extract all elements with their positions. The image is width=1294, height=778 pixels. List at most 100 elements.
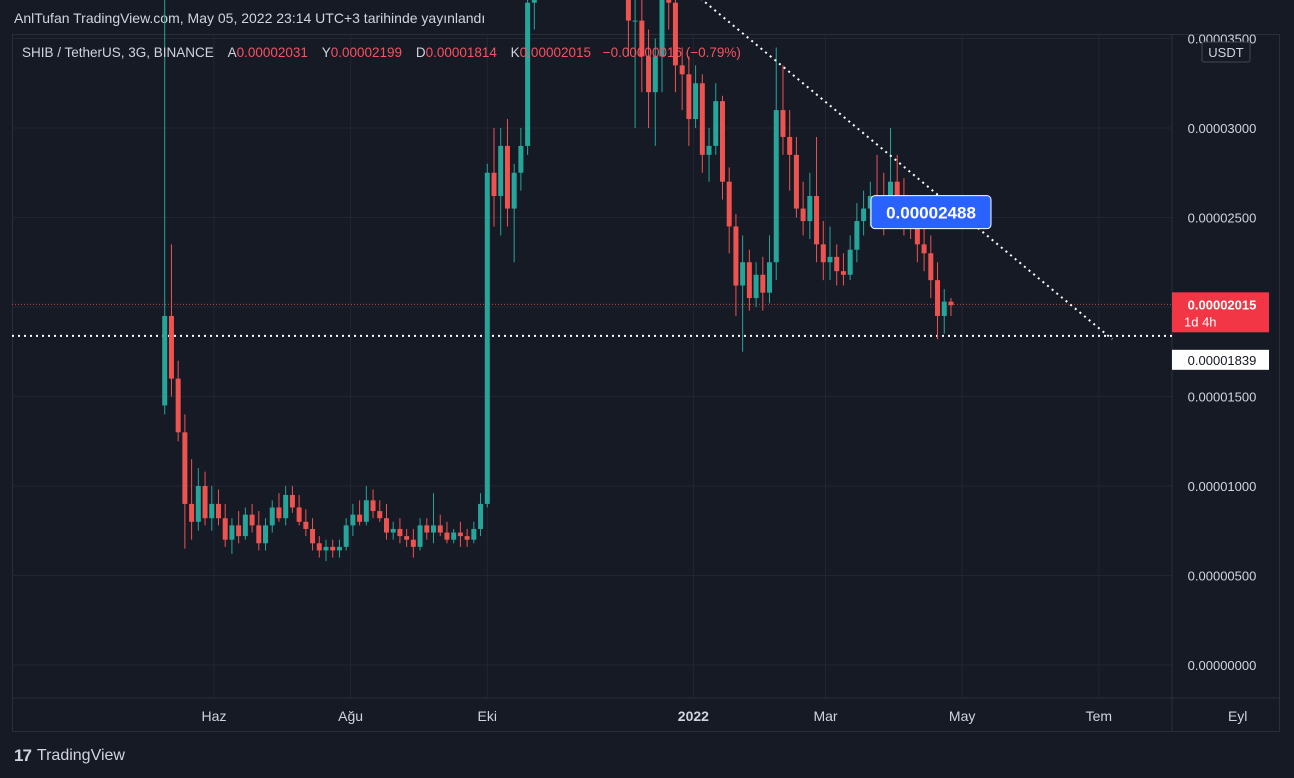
callout-value: 0.00002488 [886,204,976,223]
candle [773,47,779,281]
candle-body [793,154,799,209]
candle [215,489,221,526]
support-price-tag [1172,349,1269,370]
candle [706,128,712,182]
candle-body [491,172,497,197]
grid-lines [12,34,1172,698]
candle [699,74,705,173]
candle-body [471,528,477,540]
candle-body [948,301,954,306]
candle-body [303,521,309,529]
candle [256,511,262,551]
candle [834,244,840,286]
candle [666,0,672,30]
candle [525,0,531,155]
currency-badge-label: USDT [1208,45,1243,60]
candle [437,514,443,537]
low-label: D [415,45,426,60]
time-tick-label: Ağu [338,708,363,724]
candle-body [733,226,739,286]
candle-body [383,518,389,533]
chart-pane[interactable] [12,34,1280,732]
candle [672,0,678,93]
trendline-drawing: 0.00002488 [613,0,1113,340]
candle-body [861,208,867,222]
candle-body [189,503,195,522]
candle [478,493,484,537]
candle-body [827,256,833,263]
candle [484,163,490,508]
candle-body [921,244,927,254]
descending-trendline[interactable] [613,0,1113,340]
axis-borders [12,34,1280,732]
candle-body [753,274,759,299]
candle [861,190,867,236]
low-value: 0.00001814 [425,45,497,60]
candle [168,244,174,397]
candle-body [726,181,732,227]
publish-header: AnlTufan TradingView.com, May 05, 2022 2… [14,10,486,26]
candle [740,235,746,352]
currency-badge[interactable] [1201,41,1251,63]
time-axis: HazAğuEki2022MarMayTemEylKa [202,708,1248,724]
candle [229,518,235,555]
candle [236,511,242,544]
price-labels: USDT 0.00002015 1d 4h 0.00001839 [1172,41,1269,370]
candle [471,521,477,544]
high-value: 0.00002199 [330,45,403,60]
candle [847,235,853,281]
candle-body [814,196,820,245]
time-tick-label: May [949,708,975,724]
close-value: 0.00002015 [519,45,591,60]
candle-body [800,208,806,222]
candle [404,528,410,547]
price-axis: 0.000070000.000065000.000060000.00005500… [1188,32,1257,674]
candle-body [249,514,255,526]
candle [928,235,934,299]
candle [719,95,725,200]
candle [357,500,363,526]
candle-body [195,486,201,522]
candle-body [760,274,766,293]
candle [827,226,833,281]
candle [713,83,719,155]
candle [202,471,208,526]
candle [431,493,437,544]
candle [498,128,504,236]
candle-body [363,500,369,522]
time-tick-label: 2022 [678,708,709,724]
candle [800,181,806,236]
candle [867,181,873,227]
candle-body [316,543,322,551]
candle-body [787,136,793,155]
candle [693,65,699,128]
tradingview-brand: TradingView [36,747,125,764]
candle-body [310,528,316,544]
candle-body [928,253,934,281]
tradingview-footer[interactable]: 17 TradingView [14,746,125,766]
candle [242,507,248,540]
candles [162,0,954,562]
candle-body [276,507,282,519]
candle [283,486,289,526]
candle-body [242,514,248,537]
candle-body [269,507,275,526]
tradingview-logo-icon: 17 [14,746,32,765]
callout-box[interactable] [870,195,992,230]
candle [679,47,685,111]
candle-body [639,20,645,57]
candle-body [625,0,631,21]
candle [175,360,181,442]
candle-body [659,0,665,57]
time-tick-label: Haz [202,708,227,724]
time-tick-label: Eki [478,708,497,724]
candle-body [646,56,652,93]
candle-body [424,525,430,533]
candle-body [410,539,416,547]
candle-body [417,525,423,547]
candle-body [175,378,181,433]
candle [807,172,813,239]
candle-body [699,83,705,155]
candle-body [444,532,450,540]
